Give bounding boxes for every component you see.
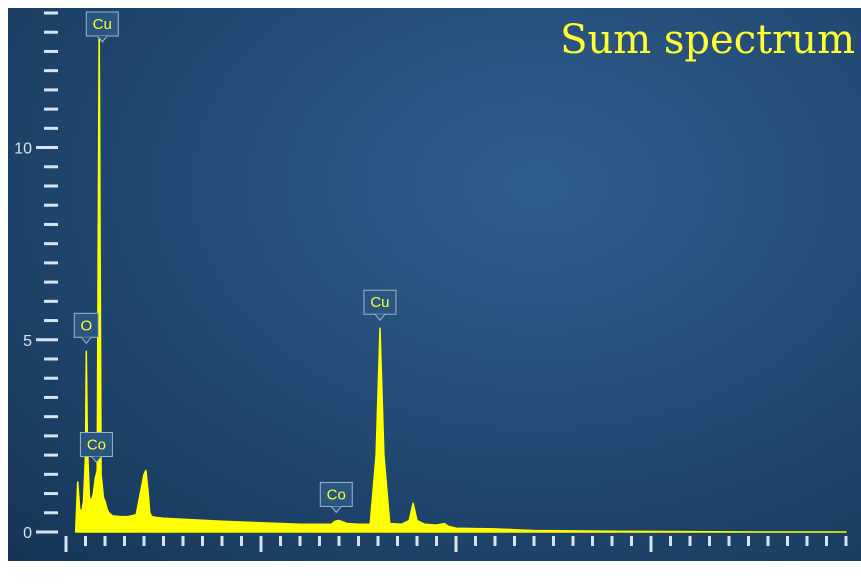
peak-label-pointer bbox=[91, 456, 102, 464]
peak-label-text: O bbox=[80, 317, 92, 334]
peak-label: Co bbox=[79, 431, 113, 464]
peak-label: Cu bbox=[363, 289, 397, 322]
peak-label-text: Co bbox=[87, 436, 106, 453]
peak-label-pointer bbox=[80, 336, 92, 345]
y-tick-label: 10 bbox=[14, 141, 32, 158]
peak-label: Cu bbox=[85, 11, 119, 43]
spectrum-chart: 0510051015keVCuOCoCuCo bbox=[14, 11, 848, 552]
peak-label-box bbox=[79, 431, 113, 457]
peak-label-box bbox=[73, 312, 99, 338]
y-tick-label: 0 bbox=[23, 525, 32, 542]
peak-label-pointer bbox=[374, 313, 386, 322]
peak-label: Co bbox=[319, 481, 353, 514]
spectrum-series bbox=[75, 23, 847, 533]
spectrum-plot-area: Sum spectrum 0510051015keVCuOCoCuCo bbox=[8, 8, 861, 561]
peak-label: O bbox=[73, 312, 99, 345]
y-tick-label: 5 bbox=[23, 333, 32, 350]
peak-label-pointer bbox=[96, 35, 108, 43]
peak-label-box bbox=[319, 481, 353, 507]
peak-label-text: Cu bbox=[370, 294, 389, 311]
peak-label-text: Co bbox=[327, 486, 346, 503]
chart-title: Sum spectrum bbox=[560, 17, 855, 63]
peak-label-box bbox=[85, 11, 119, 37]
peak-label-pointer bbox=[330, 506, 342, 514]
peak-label-text: Cu bbox=[93, 16, 112, 33]
